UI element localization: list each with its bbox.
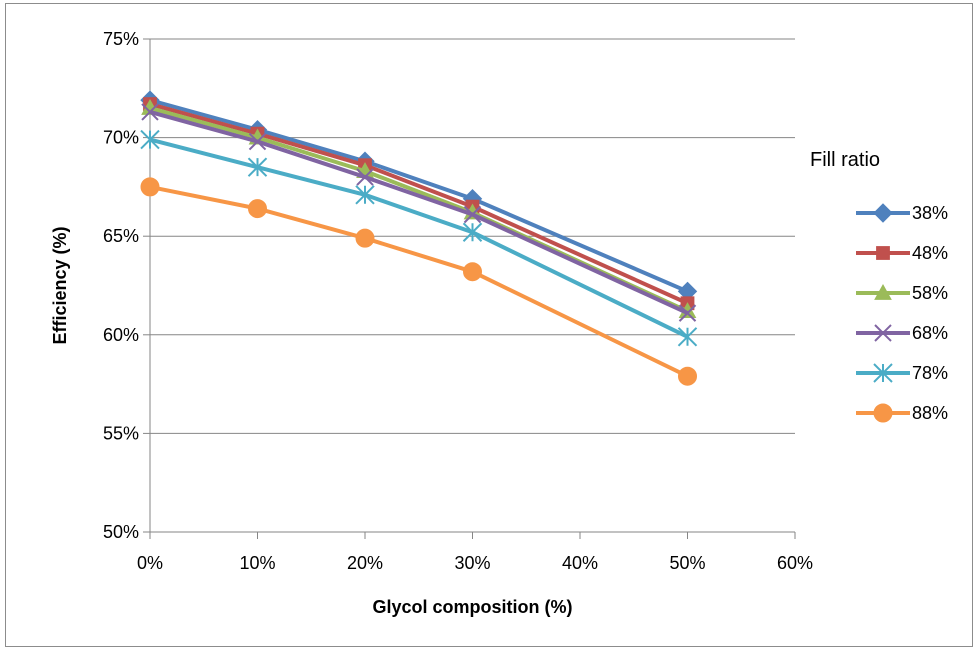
x-tick-label: 10% bbox=[239, 553, 275, 573]
data-point bbox=[462, 222, 483, 242]
data-point bbox=[355, 228, 375, 248]
y-axis-title: Efficiency (%) bbox=[50, 226, 70, 344]
y-tick-label: 60% bbox=[103, 325, 139, 345]
series-88pct bbox=[140, 177, 697, 386]
legend-marker bbox=[873, 363, 893, 383]
data-point bbox=[141, 103, 159, 121]
legend-marker bbox=[873, 403, 893, 423]
data-point bbox=[463, 205, 482, 224]
data-point bbox=[140, 129, 160, 150]
x-tick-label: 40% bbox=[562, 553, 598, 573]
legend-item: 88% bbox=[856, 403, 948, 423]
y-tick-label: 65% bbox=[103, 226, 139, 246]
legend-label: 88% bbox=[912, 403, 948, 423]
y-tick-label: 75% bbox=[103, 29, 139, 49]
legend-item: 58% bbox=[856, 283, 948, 303]
legend: Fill ratio 38% 48% 58% 68% 78% 88% bbox=[810, 149, 948, 423]
data-point bbox=[356, 168, 374, 186]
legend-label: 38% bbox=[912, 203, 948, 223]
tick-labels: 50% 55% 60% 65% 70% 75% 0% 10% 20% 30% 40% 50% 60% bbox=[103, 29, 813, 573]
legend-label: 48% bbox=[912, 243, 948, 263]
data-point bbox=[355, 185, 375, 205]
legend-marker bbox=[876, 246, 890, 260]
series-68pct bbox=[141, 103, 697, 322]
legend-title: Fill ratio bbox=[810, 149, 880, 171]
y-tick-label: 50% bbox=[103, 522, 139, 542]
legend-item: 48% bbox=[856, 243, 948, 263]
legend-label: 58% bbox=[912, 283, 948, 303]
legend-marker bbox=[873, 203, 893, 223]
data-point bbox=[248, 132, 267, 151]
axes bbox=[143, 38, 796, 539]
series-line bbox=[149, 137, 689, 339]
x-axis-title: Glycol composition (%) bbox=[372, 597, 572, 617]
data-point bbox=[678, 304, 697, 322]
legend-marker bbox=[874, 324, 892, 342]
grid-lines bbox=[150, 38, 795, 533]
data-point bbox=[678, 366, 697, 386]
x-tick-label: 60% bbox=[777, 553, 813, 573]
series-line bbox=[149, 106, 689, 313]
data-point bbox=[463, 262, 482, 282]
legend-item: 68% bbox=[856, 323, 948, 343]
y-tick-label: 70% bbox=[103, 128, 139, 148]
data-point bbox=[247, 157, 268, 177]
legend-label: 78% bbox=[912, 363, 948, 383]
legend-item: 38% bbox=[856, 203, 948, 223]
legend-label: 68% bbox=[912, 323, 948, 343]
series-78pct bbox=[140, 129, 698, 347]
legend-item: 78% bbox=[856, 363, 948, 383]
y-tick-label: 55% bbox=[103, 423, 139, 443]
x-tick-label: 50% bbox=[669, 553, 705, 573]
legend-marker bbox=[874, 283, 892, 300]
series-lines bbox=[140, 90, 698, 386]
data-point bbox=[677, 327, 698, 347]
x-tick-label: 0% bbox=[137, 553, 163, 573]
data-point bbox=[248, 199, 267, 219]
data-point bbox=[140, 177, 160, 197]
x-tick-label: 20% bbox=[347, 553, 383, 573]
x-tick-label: 30% bbox=[454, 553, 490, 573]
